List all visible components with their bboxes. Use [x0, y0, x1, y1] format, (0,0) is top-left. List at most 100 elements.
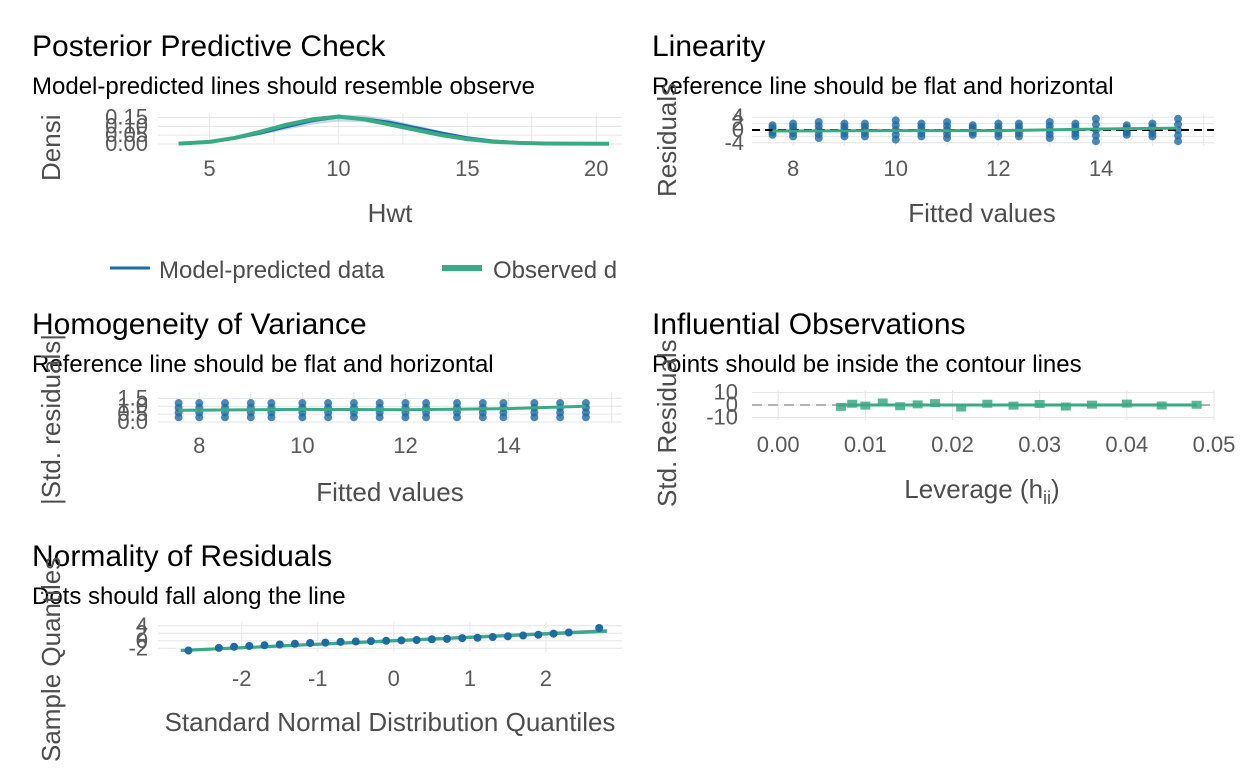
chart-subtitle-influential: Points should be inside the contour line…: [652, 351, 1082, 378]
x-tick-label: 0.04: [1105, 432, 1148, 457]
data-point: [1174, 137, 1183, 146]
y-axis-label-ppc: Densi: [36, 115, 66, 181]
y-tick-label: 0.5: [117, 401, 148, 426]
data-point: [534, 630, 543, 639]
x-tick-label: 15: [455, 156, 479, 181]
data-point: [214, 643, 223, 652]
x-tick-label: 14: [1089, 156, 1113, 181]
data-point: [1091, 114, 1100, 123]
panel-influential: Influential Observations Points should b…: [652, 308, 1235, 508]
data-point: [1071, 119, 1080, 128]
y-tick-label: 1.0: [117, 393, 148, 418]
x-ticks-normality: -2 -1 0 1 2: [232, 666, 552, 691]
marks-linearity: [752, 114, 1214, 146]
x-tick-label: 8: [787, 156, 799, 181]
x-tick-label: -1: [308, 666, 328, 691]
data-point: [230, 642, 239, 651]
y-tick-label: -2: [128, 635, 148, 660]
smooth-line: [772, 126, 1179, 133]
x-tick-label: -2: [232, 666, 252, 691]
data-point: [1091, 137, 1100, 146]
data-point: [549, 629, 558, 638]
y-tick-label: 0: [136, 628, 148, 653]
y-axis-label-normality: Sample Quantiles: [36, 557, 66, 762]
data-point: [401, 399, 410, 408]
data-point: [1091, 120, 1100, 129]
marks-ppc: [178, 114, 610, 146]
data-point: [488, 633, 497, 641]
panel-linearity: Linearity Reference line should be flat …: [652, 30, 1214, 228]
legend-ppc: Model-predicted data Observed d: [110, 257, 617, 284]
data-point: [891, 116, 900, 125]
data-point: [768, 121, 777, 130]
x-tick-label: 0.05: [1193, 432, 1236, 457]
data-point: [221, 399, 230, 408]
data-point: [458, 634, 467, 643]
y-tick-label: 4: [136, 613, 148, 638]
y-tick-label: 0: [726, 392, 738, 417]
data-point: [260, 641, 269, 650]
y-tick-label: 0.05: [105, 122, 148, 147]
y-tick-label: 1.5: [117, 385, 148, 410]
data-point: [519, 631, 528, 640]
x-tick-label: 0.01: [844, 432, 887, 457]
data-point: [422, 399, 431, 408]
data-point: [1174, 131, 1183, 140]
data-point: [1091, 131, 1100, 140]
x-tick-label: 20: [584, 156, 608, 181]
data-point: [556, 399, 565, 408]
x-axis-label-influential: Leverage (hii): [904, 474, 1059, 508]
data-point: [1045, 118, 1054, 126]
data-point: [930, 399, 941, 408]
x-axis-label-linearity: Fitted values: [908, 198, 1055, 228]
data-point: [412, 636, 421, 644]
data-point: [968, 121, 977, 130]
x-tick-label: 14: [496, 433, 520, 458]
x-tick-label: 1: [464, 666, 476, 691]
data-point: [1014, 119, 1023, 128]
marks-influential: [752, 398, 1214, 412]
data-point: [478, 399, 487, 408]
y-tick-label: 0.15: [105, 105, 148, 130]
chart-subtitle-linearity: Reference line should be flat and horizo…: [652, 73, 1114, 100]
x-axis-label-normality: Standard Normal Distribution Quantiles: [165, 707, 616, 737]
chart-title-linearity: Linearity: [652, 30, 765, 63]
data-point: [275, 640, 284, 649]
chart-subtitle-normality: Dots should fall along the line: [32, 583, 346, 610]
data-point: [174, 399, 183, 408]
x-tick-label: 0.03: [1018, 432, 1061, 457]
x-ticks-ppc: 5 10 15 20: [203, 156, 608, 181]
data-point: [184, 646, 193, 655]
panel-ppc: Posterior Predictive Check Model-predict…: [32, 30, 622, 284]
y-tick-label: -4: [724, 130, 744, 155]
data-point: [246, 399, 255, 408]
data-point: [195, 399, 204, 408]
data-point: [503, 632, 512, 641]
x-axis-label-influential-sub: ii: [1043, 488, 1051, 508]
chart-subtitle-homogeneity: Reference line should be flat and horizo…: [32, 351, 494, 378]
panel-homogeneity: Homogeneity of Variance Reference line s…: [32, 308, 622, 507]
data-point: [443, 634, 452, 643]
x-axis-label-influential-end: ): [1051, 474, 1060, 504]
data-point: [351, 637, 360, 646]
data-point: [336, 637, 345, 646]
data-point: [1148, 119, 1157, 128]
data-point: [595, 624, 604, 632]
marks-homogeneity: [174, 399, 590, 422]
data-point: [1174, 114, 1183, 123]
data-point: [245, 642, 254, 650]
x-tick-label: 10: [326, 156, 350, 181]
y-ticks-ppc: 0.000.050.100.15: [105, 105, 148, 156]
data-point: [564, 628, 573, 637]
x-tick-label: 0: [388, 666, 400, 691]
x-axis-label-influential-main: Leverage (h: [904, 474, 1043, 504]
data-point: [917, 119, 926, 128]
chart-title-normality: Normality of Residuals: [32, 540, 332, 573]
data-point: [321, 638, 330, 647]
data-point: [956, 403, 967, 412]
data-point: [1174, 120, 1183, 129]
data-point: [375, 399, 384, 408]
data-point: [943, 118, 952, 126]
data-point: [840, 119, 849, 128]
